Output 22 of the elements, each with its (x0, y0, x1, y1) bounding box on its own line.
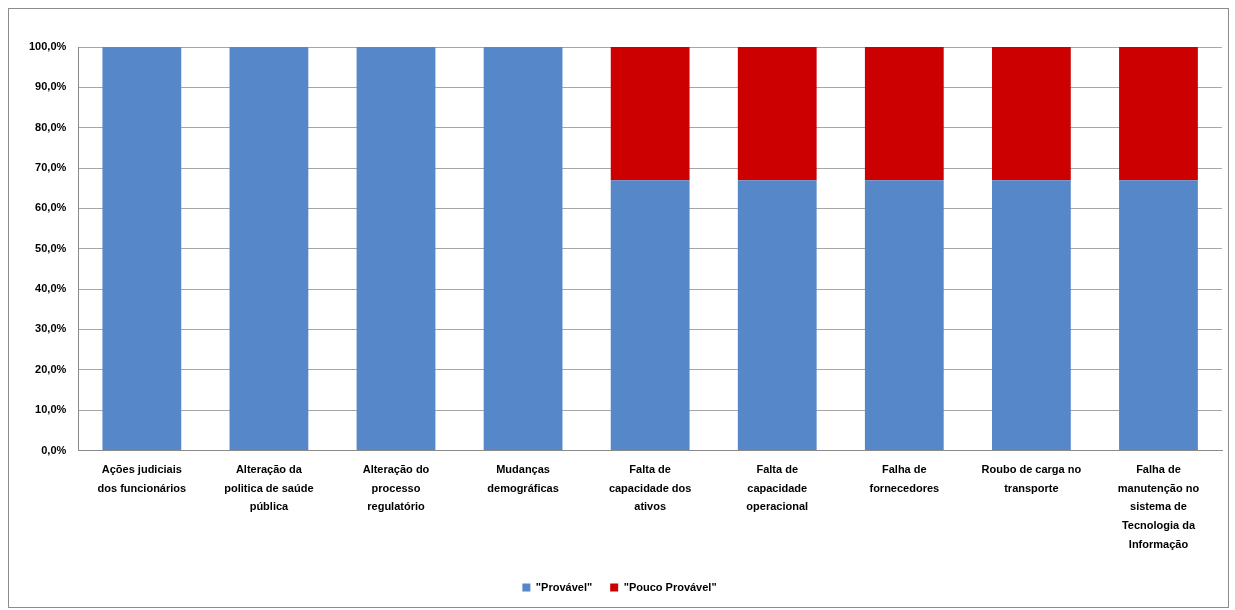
x-tick-label: Ações judiciais dos funcionários (97, 462, 187, 494)
y-tick-label: 80,0% (35, 120, 67, 133)
x-tick-label: Falta de capacidade dos ativos (608, 462, 692, 513)
y-tick-label: 100,0% (29, 40, 67, 53)
x-tick-label: Alteração da politica de saúde pública (224, 462, 314, 513)
y-tick-label: 20,0% (35, 362, 67, 375)
y-tick-label: 10,0% (35, 403, 67, 416)
y-tick-label: 70,0% (35, 161, 67, 174)
legend-label: "Pouco Provável" (623, 580, 717, 593)
x-tick-label: Roubo de carga no transporte (981, 462, 1082, 494)
x-tick-label: Falha de manutenção no sistema de Tecnologia da Informação (1117, 462, 1200, 550)
x-tick-label: Falta de capacidade operacional (746, 462, 809, 513)
legend-label: "Provável" (535, 580, 593, 593)
y-tick-label: 30,0% (35, 322, 67, 335)
y-tick-label: 90,0% (35, 80, 67, 93)
x-tick-label: Mudanças demográficas (487, 462, 559, 494)
y-tick-label: 0,0% (41, 443, 67, 456)
y-tick-label: 40,0% (35, 282, 67, 295)
y-tick-label: 50,0% (35, 241, 67, 254)
x-tick-label: Alteração do processo regulatório (362, 462, 430, 513)
y-tick-label: 60,0% (35, 201, 67, 214)
x-tick-label: Falha de fornecedores (869, 462, 940, 494)
